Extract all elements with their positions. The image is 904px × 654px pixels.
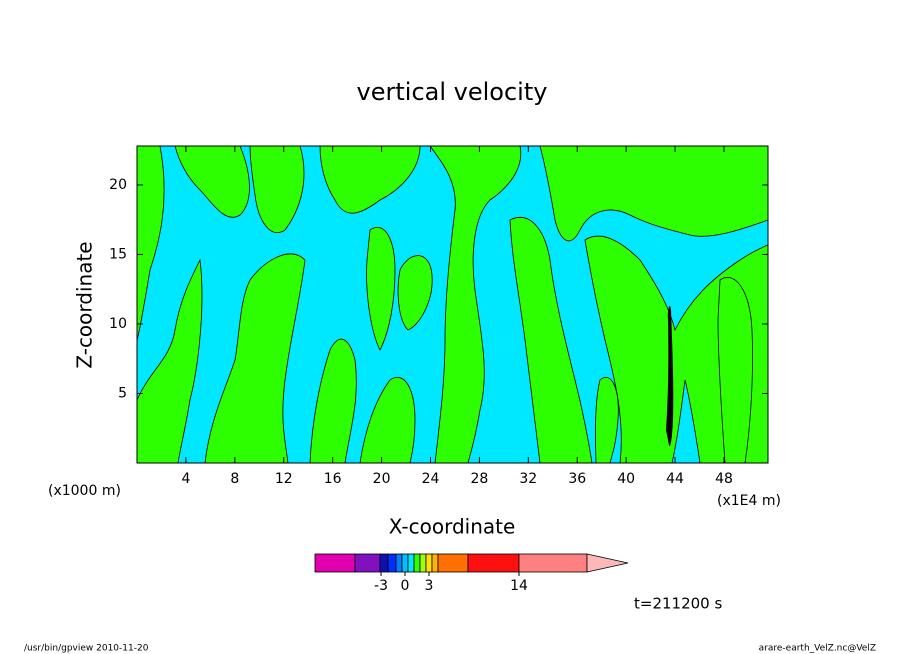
x-tick-label: 24 xyxy=(422,471,440,487)
colorbar-segment xyxy=(467,553,520,573)
colorbar-segment xyxy=(431,553,439,573)
x-tick-label: 40 xyxy=(617,471,635,487)
x-tick-label: 4 xyxy=(181,471,190,487)
colorbar-segment xyxy=(437,553,469,573)
y-tick-label: 5 xyxy=(118,385,127,401)
x-tick-label: 48 xyxy=(715,471,733,487)
colorbar-tick-label: 3 xyxy=(425,578,434,594)
colorbar-segment xyxy=(395,553,403,573)
colorbar-segment xyxy=(354,553,381,573)
colorbar-tick-label: 0 xyxy=(401,578,410,594)
colorbar-segment xyxy=(379,553,389,573)
y-tick-label: 20 xyxy=(109,177,127,193)
x-axis-label: X-coordinate xyxy=(389,515,516,539)
colorbar-tick-label: -3 xyxy=(374,578,388,594)
x-tick-label: 8 xyxy=(230,471,239,487)
colorbar-segment xyxy=(518,553,588,573)
x-tick-label: 20 xyxy=(373,471,391,487)
footer-left: /usr/bin/gpview 2010-11-20 xyxy=(24,644,149,654)
contour-line xyxy=(666,305,674,447)
colorbar-segment xyxy=(401,553,409,573)
contour-fill xyxy=(137,146,768,463)
time-label: t=211200 s xyxy=(634,595,722,613)
y-tick-label: 15 xyxy=(109,246,127,262)
x-tick-label: 32 xyxy=(519,471,537,487)
colorbar-segment xyxy=(419,553,427,573)
x-tick-label: 36 xyxy=(568,471,586,487)
colorbar-arrow xyxy=(586,553,629,573)
colorbar-segment xyxy=(425,553,433,573)
x-tick-label: 28 xyxy=(470,471,488,487)
y-axis-label: Z-coordinate xyxy=(73,241,97,368)
x-tick-label: 16 xyxy=(324,471,342,487)
plot-frame xyxy=(136,145,769,464)
colorbar-segment xyxy=(314,553,356,573)
x-tick-label: 12 xyxy=(275,471,293,487)
y-tick-label: 10 xyxy=(109,316,127,332)
colorbar-segment xyxy=(387,553,397,573)
x-tick-label: 44 xyxy=(666,471,684,487)
x-unit: (x1E4 m) xyxy=(717,493,781,509)
y-unit: (x1000 m) xyxy=(48,483,121,499)
colorbar-segment xyxy=(413,553,421,573)
chart-title: vertical velocity xyxy=(357,78,548,106)
footer-right: arare-earth_VelZ.nc@VelZ xyxy=(759,644,876,654)
colorbar-segment xyxy=(407,553,415,573)
colorbar-tick-label: 14 xyxy=(510,578,528,594)
